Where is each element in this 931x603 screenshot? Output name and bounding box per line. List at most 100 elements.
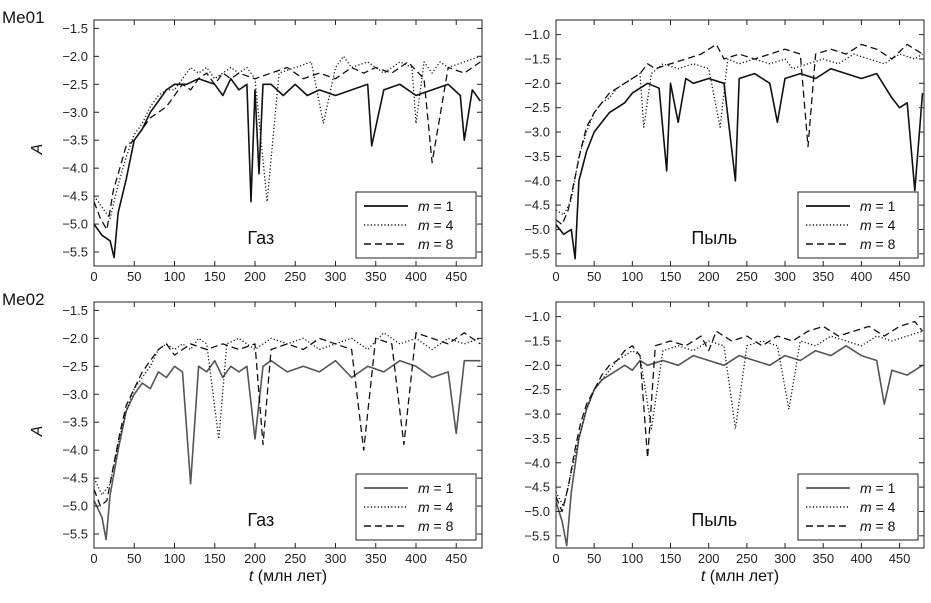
- row-label-me02: Me02: [2, 290, 45, 309]
- x-tick-label: 250: [284, 269, 306, 284]
- x-tick-label: 100: [621, 269, 643, 284]
- x-axis-label: t (млн лет): [701, 568, 779, 585]
- x-tick-label: 350: [812, 551, 834, 566]
- x-tick-label: 50: [127, 269, 141, 284]
- y-tick-label: −1.0: [524, 27, 550, 42]
- y-tick-label: −4.5: [524, 480, 550, 495]
- y-tick-label: −2.5: [62, 77, 88, 92]
- x-tick-label: 200: [244, 551, 266, 566]
- y-tick-label: −1.5: [62, 303, 88, 318]
- y-tick-label: −3.0: [62, 387, 88, 402]
- x-tick-label: 50: [127, 551, 141, 566]
- panel-annotation: Пыль: [691, 228, 737, 248]
- y-tick-label: −3.5: [524, 149, 550, 164]
- legend-label: m = 8: [860, 518, 896, 534]
- x-tick-label: 50: [587, 551, 601, 566]
- y-tick-label: −5.5: [62, 527, 88, 542]
- y-tick-label: −5.0: [62, 217, 88, 232]
- y-tick-label: −4.0: [62, 443, 88, 458]
- row-label-me01: Me01: [2, 8, 45, 27]
- panel-annotation: Газ: [247, 510, 274, 530]
- legend: m = 1 m = 4 m = 8: [797, 473, 919, 541]
- x-tick-label: 450: [889, 551, 911, 566]
- y-tick-label: −2.5: [62, 359, 88, 374]
- y-tick-label: −3.0: [62, 105, 88, 120]
- plot-frame: [93, 301, 483, 549]
- y-tick-label: −3.5: [524, 431, 550, 446]
- chart-panel-me01-dust: 0 50 100 150 200 250 300 350 400 450 −5.5 −5.0 −4.5 −…: [524, 19, 925, 284]
- y-tick-label: −2.0: [524, 76, 550, 91]
- legend-label: m = 4: [418, 499, 454, 515]
- y-tick-label: −4.5: [62, 471, 88, 486]
- x-tick-label: 300: [774, 551, 796, 566]
- y-tick-label: −4.5: [62, 189, 88, 204]
- y-tick-label: −1.0: [524, 309, 550, 324]
- x-tick-label: 250: [736, 269, 758, 284]
- series-line-m4: [94, 55, 481, 220]
- x-tick-label: 0: [90, 269, 97, 284]
- plot-frame: [555, 19, 925, 267]
- series-line-m8: [94, 61, 481, 231]
- legend-label: m = 4: [860, 499, 896, 515]
- x-tick-label: 200: [698, 269, 720, 284]
- legend-box: [797, 191, 919, 259]
- panel-annotation: Газ: [247, 228, 274, 248]
- x-tick-label: 200: [698, 551, 720, 566]
- y-tick-label: −3.5: [62, 415, 88, 430]
- x-tick-label: 150: [660, 269, 682, 284]
- y-tick-label: −1.5: [524, 333, 550, 348]
- y-tick-label: −1.5: [524, 51, 550, 66]
- y-tick-label: −4.0: [524, 455, 550, 470]
- x-tick-label: 400: [405, 269, 427, 284]
- x-tick-label: 300: [325, 551, 347, 566]
- series-line-m8: [556, 43, 923, 226]
- y-tick-label: −5.5: [62, 245, 88, 260]
- legend: m = 1 m = 4 m = 8: [355, 473, 477, 541]
- legend-label: m = 1: [860, 198, 896, 214]
- y-tick-label: −5.5: [524, 528, 550, 543]
- x-tick-label: 400: [405, 551, 427, 566]
- y-tick-label: −2.5: [524, 100, 550, 115]
- legend-label: m = 8: [860, 236, 896, 252]
- legend-label: m = 1: [418, 480, 454, 496]
- legend-box: [355, 191, 477, 259]
- y-tick-label: −5.5: [524, 246, 550, 261]
- legend-box: [797, 473, 919, 541]
- x-tick-label: 300: [774, 269, 796, 284]
- legend-label: m = 8: [418, 236, 454, 252]
- x-tick-label: 450: [445, 269, 467, 284]
- x-tick-label: 150: [660, 551, 682, 566]
- legend-label: m = 4: [418, 217, 454, 233]
- y-tick-label: −4.0: [62, 161, 88, 176]
- y-tick-label: −3.5: [62, 133, 88, 148]
- chart-panel-me01-gas: 0 50 100 150 200 250 300 350 400 450 −5.5 −5.0 −4.5 −…: [29, 19, 483, 284]
- series-line-m8: [94, 332, 481, 507]
- x-tick-label: 300: [325, 269, 347, 284]
- legend: m = 1 m = 4 m = 8: [797, 191, 919, 259]
- x-tick-label: 150: [204, 269, 226, 284]
- y-tick-label: −5.0: [62, 499, 88, 514]
- y-tick-label: −5.0: [524, 504, 550, 519]
- y-tick-label: −4.5: [524, 198, 550, 213]
- x-tick-label: 250: [736, 551, 758, 566]
- y-tick-label: −5.0: [524, 222, 550, 237]
- x-tick-label: 0: [552, 551, 559, 566]
- legend: m = 1 m = 4 m = 8: [355, 191, 477, 259]
- y-tick-label: −3.0: [524, 125, 550, 140]
- x-tick-label: 50: [587, 269, 601, 284]
- plot-frame: [555, 301, 925, 549]
- y-tick-label: −2.0: [62, 49, 88, 64]
- legend-label: m = 1: [860, 480, 896, 496]
- panel-annotation: Пыль: [691, 510, 737, 530]
- series-line-m8: [556, 320, 924, 513]
- legend-label: m = 1: [418, 198, 454, 214]
- x-tick-label: 0: [552, 269, 559, 284]
- legend-box: [355, 473, 477, 541]
- series-line-m4: [556, 53, 923, 216]
- x-tick-label: 400: [851, 551, 873, 566]
- x-tick-label: 100: [164, 269, 186, 284]
- x-tick-label: 150: [204, 551, 226, 566]
- x-tick-label: 400: [851, 269, 873, 284]
- x-tick-label: 350: [365, 551, 387, 566]
